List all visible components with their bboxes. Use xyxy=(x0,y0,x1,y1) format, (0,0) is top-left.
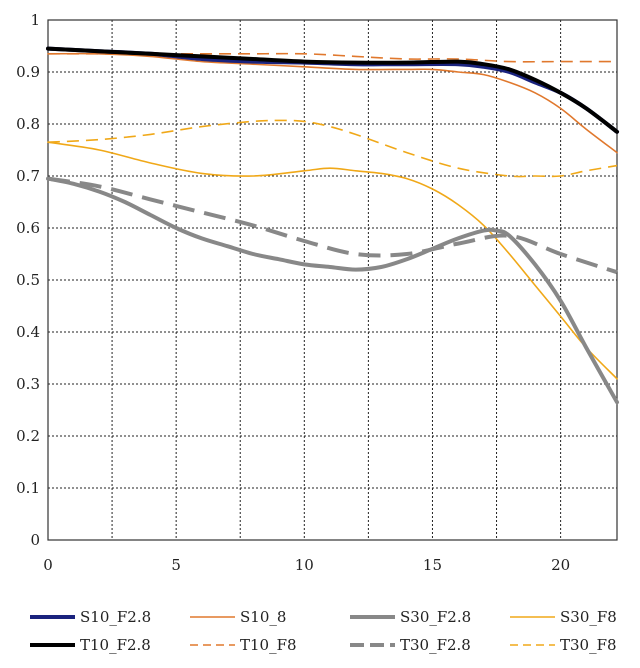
series-lines xyxy=(46,46,619,405)
y-tick-label: 0.4 xyxy=(16,323,40,341)
legend: S10_F2.8 S10_8 S30_F2.8 S30_F8 T10_F2.8 T10_F… xyxy=(30,608,617,654)
legend-label: S10_F2.8 xyxy=(80,608,151,626)
series-line-t30-f2-8 xyxy=(47,176,618,275)
x-tick-label: 5 xyxy=(171,556,181,574)
x-tick-label: 20 xyxy=(551,556,570,574)
y-tick-label: 0.6 xyxy=(16,219,40,237)
y-tick-label: 1 xyxy=(30,11,40,29)
x-tick-label: 0 xyxy=(43,556,53,574)
series-line-s30-f8 xyxy=(47,141,618,380)
y-tick-label: 0.9 xyxy=(16,63,40,81)
legend-label: S30_F8 xyxy=(560,608,617,626)
y-tick-label: 0.3 xyxy=(16,375,40,393)
series-line-t10-f2-8 xyxy=(46,46,619,134)
legend-label: T30_F8 xyxy=(560,636,617,654)
legend-label: S30_F2.8 xyxy=(400,608,471,626)
y-tick-label: 0.8 xyxy=(16,115,40,133)
legend-label: S10_8 xyxy=(240,608,286,626)
legend-label: T10_F8 xyxy=(240,636,297,654)
plot-frame xyxy=(47,19,618,541)
y-tick-label: 0.1 xyxy=(16,479,40,497)
legend-label: T30_F2.8 xyxy=(400,636,471,654)
x-tick-label: 10 xyxy=(295,556,314,574)
series-line-s30-f2-8 xyxy=(46,176,619,405)
y-tick-label: 0 xyxy=(30,531,40,549)
legend-label: T10_F2.8 xyxy=(80,636,151,654)
series-line-s10-8 xyxy=(47,52,618,154)
y-tick-label: 0.7 xyxy=(16,167,40,185)
x-tick-label: 15 xyxy=(423,556,442,574)
y-tick-label: 0.5 xyxy=(16,271,40,289)
tick-labels: 00.10.20.30.40.50.60.70.80.910 5 10 15 20 xyxy=(16,11,570,574)
series-line-t30-f8 xyxy=(47,119,618,178)
y-tick-label: 0.2 xyxy=(16,427,40,445)
axes xyxy=(47,19,618,541)
